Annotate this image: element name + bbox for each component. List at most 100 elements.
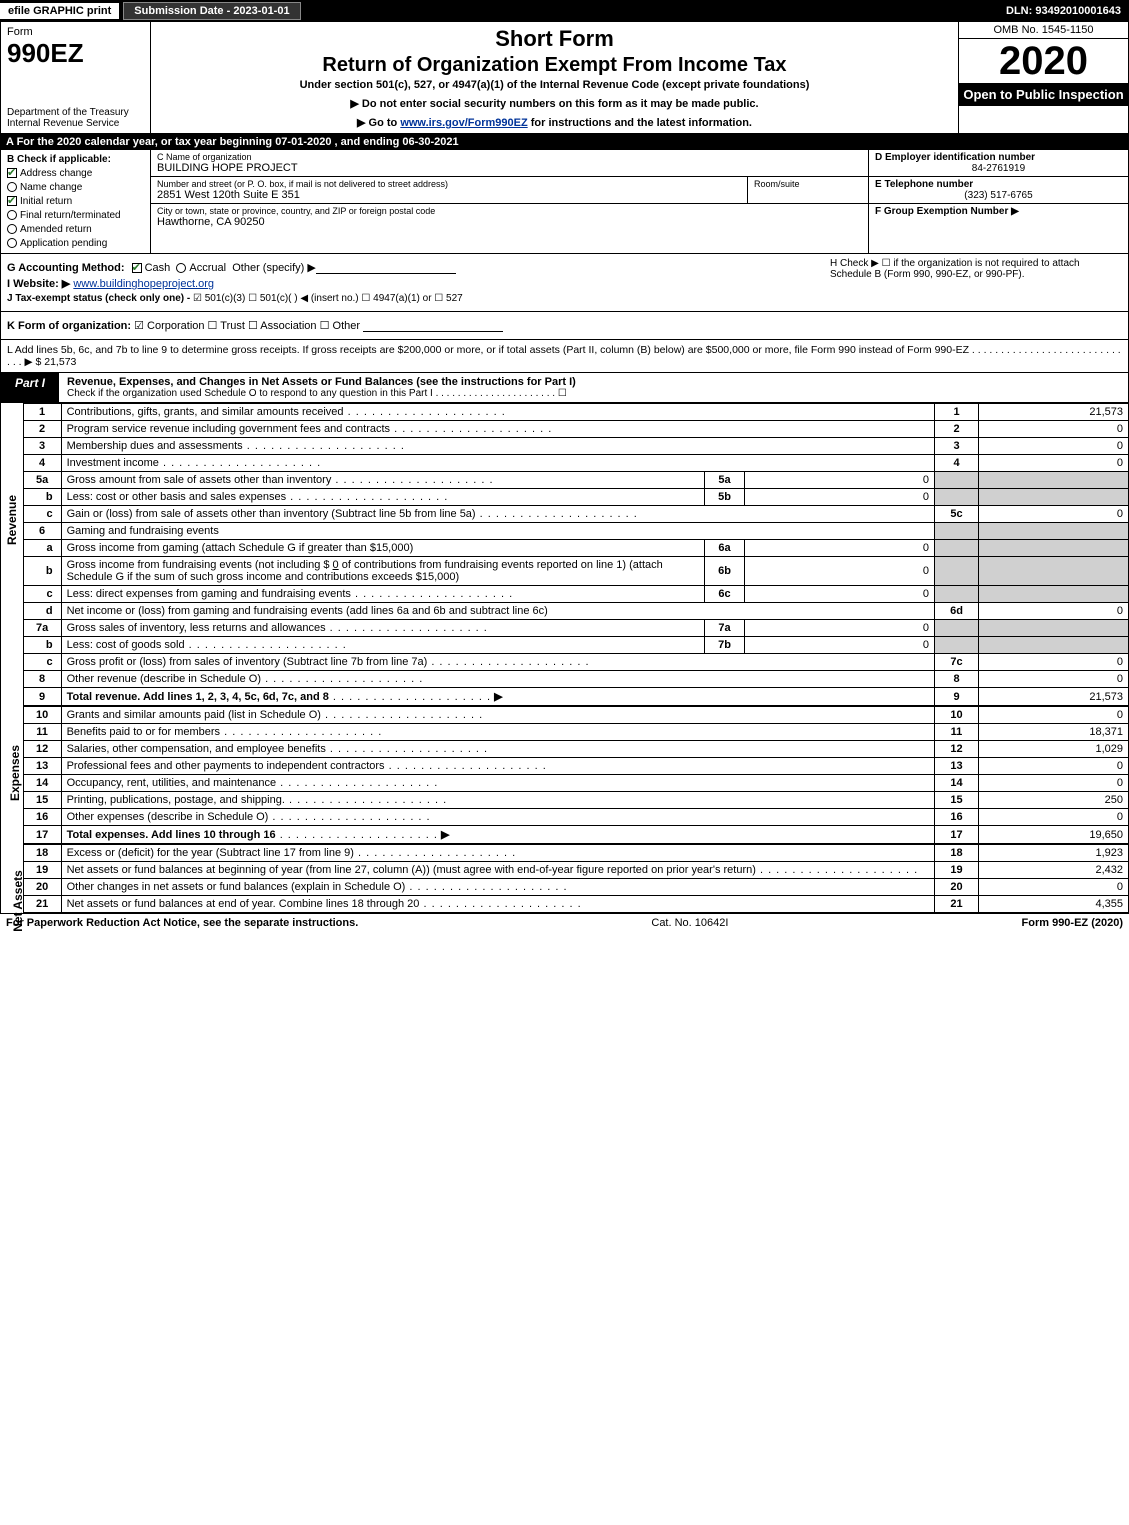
line-19: 19Net assets or fund balances at beginni…	[23, 862, 1128, 879]
part1-title: Revenue, Expenses, and Changes in Net As…	[59, 373, 1128, 402]
line-6b: bGross income from fundraising events (n…	[23, 557, 1128, 586]
line-h: H Check ▶ ☐ if the organization is not r…	[822, 258, 1122, 307]
form-id-block: Form 990EZ Department of the Treasury In…	[1, 22, 151, 133]
line-g: G Accounting Method: Cash Accrual Other …	[7, 261, 822, 274]
box-b: B Check if applicable: Address change Na…	[1, 150, 151, 253]
line-6a: aGross income from gaming (attach Schedu…	[23, 540, 1128, 557]
opt-application-pending[interactable]: Application pending	[7, 238, 144, 249]
goto-line: ▶ Go to www.irs.gov/Form990EZ for instru…	[157, 116, 952, 129]
k-options: ☑ Corporation ☐ Trust ☐ Association ☐ Ot…	[134, 320, 360, 332]
goto-pre: ▶ Go to	[357, 117, 400, 129]
i-label: I Website: ▶	[7, 278, 70, 290]
line-8: 8Other revenue (describe in Schedule O)8…	[23, 671, 1128, 688]
block-ghijk: G Accounting Method: Cash Accrual Other …	[0, 254, 1129, 312]
line-14: 14Occupancy, rent, utilities, and mainte…	[23, 775, 1128, 792]
line-7c: cGross profit or (loss) from sales of in…	[23, 654, 1128, 671]
line-17: 17Total expenses. Add lines 10 through 1…	[23, 826, 1128, 844]
checkbox-accrual[interactable]	[176, 263, 186, 273]
netassets-table: 18Excess or (deficit) for the year (Subt…	[23, 844, 1129, 913]
org-name: BUILDING HOPE PROJECT	[157, 162, 862, 174]
line-5b: bLess: cost or other basis and sales exp…	[23, 489, 1128, 506]
checkbox-amended-return[interactable]	[7, 224, 17, 234]
line-18: 18Excess or (deficit) for the year (Subt…	[23, 845, 1128, 862]
k-label: K Form of organization:	[7, 320, 131, 332]
org-name-cell: C Name of organization BUILDING HOPE PRO…	[151, 150, 868, 177]
checkbox-cash[interactable]	[132, 263, 142, 273]
short-form-title: Short Form	[157, 26, 952, 52]
line-k: K Form of organization: ☑ Corporation ☐ …	[7, 319, 503, 332]
line-10: 10Grants and similar amounts paid (list …	[23, 707, 1128, 724]
line-9: 9Total revenue. Add lines 1, 2, 3, 4, 5c…	[23, 688, 1128, 706]
header-right: OMB No. 1545-1150 2020 Open to Public In…	[958, 22, 1128, 133]
expenses-side-label: Expenses	[1, 706, 23, 844]
line-6c: cLess: direct expenses from gaming and f…	[23, 586, 1128, 603]
opt-name-change[interactable]: Name change	[7, 182, 144, 193]
footer-formref: Form 990-EZ (2020)	[1022, 917, 1123, 929]
telephone-cell: E Telephone number (323) 517-6765	[869, 177, 1128, 204]
room-cell: Room/suite	[748, 177, 868, 203]
tax-year: 2020	[959, 39, 1128, 83]
city-cell: City or town, state or province, country…	[151, 204, 868, 230]
k-other-blank[interactable]	[363, 320, 503, 332]
line-3: 3Membership dues and assessments30	[23, 438, 1128, 455]
expenses-section: Expenses 10Grants and similar amounts pa…	[0, 706, 1129, 844]
checkbox-name-change[interactable]	[7, 182, 17, 192]
form-number: 990EZ	[7, 38, 144, 69]
l-text: L Add lines 5b, 6c, and 7b to line 9 to …	[7, 344, 1121, 368]
expenses-table: 10Grants and similar amounts paid (list …	[23, 706, 1129, 844]
efile-print-label[interactable]: efile GRAPHIC print	[0, 3, 119, 19]
checkbox-initial-return[interactable]	[7, 196, 17, 206]
entity-info-grid: B Check if applicable: Address change Na…	[0, 150, 1129, 254]
return-title: Return of Organization Exempt From Incom…	[157, 54, 952, 77]
street-cell: Number and street (or P. O. box, if mail…	[151, 177, 748, 203]
no-ssn-warning: ▶ Do not enter social security numbers o…	[157, 97, 952, 110]
opt-address-change[interactable]: Address change	[7, 168, 144, 179]
arrow-icon: ▶	[494, 691, 502, 703]
checkbox-application-pending[interactable]	[7, 238, 17, 248]
arrow-icon: ▶	[441, 829, 449, 841]
opt-final-return[interactable]: Final return/terminated	[7, 210, 144, 221]
street-row: Number and street (or P. O. box, if mail…	[151, 177, 868, 204]
gijk-left: G Accounting Method: Cash Accrual Other …	[7, 258, 822, 307]
goto-post: for instructions and the latest informat…	[528, 117, 752, 129]
revenue-side-label: Revenue	[1, 403, 23, 706]
ein-value: 84-2761919	[875, 163, 1122, 174]
website-link[interactable]: www.buildinghopeproject.org	[73, 278, 214, 290]
line-i: I Website: ▶ www.buildinghopeproject.org	[7, 277, 822, 290]
line-4: 4Investment income40	[23, 455, 1128, 472]
netassets-side-label: Net Assets	[1, 844, 23, 913]
revenue-section: Revenue 1Contributions, gifts, grants, a…	[0, 403, 1129, 706]
line-5a: 5aGross amount from sale of assets other…	[23, 472, 1128, 489]
line-k-row: K Form of organization: ☑ Corporation ☐ …	[0, 312, 1129, 340]
form-label: Form	[7, 26, 144, 38]
ein-cell: D Employer identification number 84-2761…	[869, 150, 1128, 177]
line-2: 2Program service revenue including gover…	[23, 421, 1128, 438]
line-6d: dNet income or (loss) from gaming and fu…	[23, 603, 1128, 620]
checkbox-address-change[interactable]	[7, 168, 17, 178]
j-label: J Tax-exempt status (check only one) -	[7, 293, 190, 304]
j-options: ☑ 501(c)(3) ☐ 501(c)( ) ◀ (insert no.) ☐…	[193, 293, 463, 304]
irs-link[interactable]: www.irs.gov/Form990EZ	[400, 117, 527, 129]
box-c: C Name of organization BUILDING HOPE PRO…	[151, 150, 868, 253]
org-name-label: C Name of organization	[157, 152, 862, 162]
line-5c: cGain or (loss) from sale of assets othe…	[23, 506, 1128, 523]
revenue-table: 1Contributions, gifts, grants, and simil…	[23, 403, 1129, 706]
line-6: 6Gaming and fundraising events	[23, 523, 1128, 540]
checkbox-final-return[interactable]	[7, 210, 17, 220]
part1-tab: Part I	[1, 373, 59, 402]
g-label: G Accounting Method:	[7, 262, 125, 274]
line-20: 20Other changes in net assets or fund ba…	[23, 879, 1128, 896]
form-header: Form 990EZ Department of the Treasury In…	[0, 22, 1129, 134]
telephone-label: E Telephone number	[875, 179, 1122, 190]
line-a-tax-year: A For the 2020 calendar year, or tax yea…	[0, 134, 1129, 150]
group-exemption-cell: F Group Exemption Number ▶	[869, 204, 1128, 253]
form-title-block: Short Form Return of Organization Exempt…	[151, 22, 958, 133]
under-section: Under section 501(c), 527, or 4947(a)(1)…	[157, 79, 952, 91]
line-11: 11Benefits paid to or for members1118,37…	[23, 724, 1128, 741]
line-13: 13Professional fees and other payments t…	[23, 758, 1128, 775]
opt-amended-return[interactable]: Amended return	[7, 224, 144, 235]
opt-initial-return[interactable]: Initial return	[7, 196, 144, 207]
ein-label: D Employer identification number	[875, 152, 1122, 163]
box-b-title: B Check if applicable:	[7, 154, 144, 165]
other-specify-blank[interactable]	[316, 262, 456, 274]
